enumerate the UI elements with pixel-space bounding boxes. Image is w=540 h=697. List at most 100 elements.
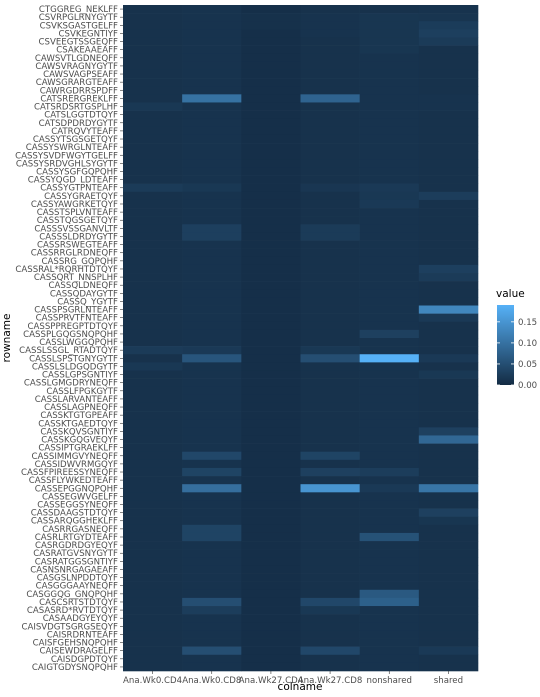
heatmap-cell [241,638,301,647]
heatmap-cell [182,321,242,331]
heatmap-cell [123,589,183,599]
y-tick-label: CASSPPREGPTDTQYF [28,322,119,332]
heatmap-cell [300,224,360,233]
heatmap-cell [359,21,420,30]
y-tick-label: CAISVDGTSGRGSEQYF [21,622,118,632]
heatmap-cell [300,362,360,371]
heatmap-cell [241,346,301,355]
heatmap-cell [359,606,420,615]
heatmap-cell [359,256,420,266]
y-tick-label: CASCSRTSTDTQYF [39,598,118,608]
heatmap-cell [418,541,479,550]
heatmap-cell [182,573,242,582]
heatmap-cell [123,492,183,501]
y-tick-label: CASSLFPGKGYTF [46,387,118,397]
y-tick-label: CATSDPDRDYGYTF [39,119,118,129]
heatmap-cell [418,183,479,193]
heatmap-cell [182,451,242,461]
heatmap-cell [418,110,479,120]
heatmap-cell [418,86,479,95]
heatmap-cell [182,662,242,672]
heatmap-cell [418,175,479,184]
heatmap-cell [418,248,479,258]
heatmap-cell [123,69,183,79]
heatmap-cell [241,500,301,509]
heatmap-cell [359,654,420,664]
heatmap-cell [123,13,183,22]
heatmap-cell [123,476,183,485]
y-tick-label: CATSRDSRTGSPLHF [34,103,118,113]
y-tick-label: CASSYQGD_LDTEAFF [28,176,118,186]
heatmap-cell [123,102,183,111]
heatmap-cell [418,346,479,355]
heatmap-cell [123,532,183,542]
heatmap-cell [300,346,360,355]
heatmap-cell [300,386,360,396]
heatmap-cell [123,126,183,136]
heatmap-cell [182,143,242,152]
heatmap-cell [123,451,183,461]
heatmap-cell [182,248,242,258]
heatmap-cell [300,532,360,542]
y-tick-label: CAWSVTLGDNEQFF [35,54,118,64]
heatmap-cell [418,37,479,46]
heatmap-cell [300,167,360,176]
heatmap-cell [418,94,479,103]
heatmap-cell [182,606,242,615]
heatmap-cell [300,646,360,656]
heatmap-cell [241,354,301,363]
heatmap-cell [300,484,360,493]
heatmap-cell [123,549,183,558]
heatmap-cell [359,492,420,501]
heatmap-cell [182,354,242,363]
heatmap-cell [123,484,183,493]
heatmap-cell [182,508,242,517]
heatmap-cell [241,402,301,412]
heatmap-cell [418,516,479,526]
heatmap-cell [300,29,360,38]
y-tick-label: CASNSNRGAGAEAFF [30,565,118,575]
y-tick-label: CASSKQVSGNTIYF [40,427,118,437]
heatmap-cell [300,402,360,412]
heatmap-cell [359,289,420,298]
y-tick-label: CASSRRGLRDNEQFF [31,249,118,259]
heatmap-cell [418,411,479,420]
heatmap-cell [182,134,242,144]
heatmap-cell [418,281,479,290]
heatmap-cell [123,191,183,201]
legend-colorbar [497,305,514,385]
heatmap-cell [241,394,301,404]
y-tick-label: CAISDGPDTQYF [51,655,118,665]
y-tick-label: CASSYGTPNTEAFF [40,184,118,194]
heatmap-cell [182,362,242,371]
heatmap-cell [241,281,301,290]
heatmap-cell [300,232,360,241]
heatmap-cell [123,386,183,396]
heatmap-cell [182,102,242,111]
heatmap-cell [300,329,360,339]
y-tick-label: CSAKEAAEAFF [56,46,118,56]
heatmap-cell [241,484,301,493]
heatmap-cell [182,110,242,120]
heatmap-cell [359,5,420,14]
heatmap-cell [123,338,183,347]
heatmap-cell [359,232,420,241]
heatmap-cell [123,151,183,160]
y-tick-label: CATRQVYTEAFF [51,127,118,137]
heatmap-cell [241,654,301,664]
y-tick-label: CASSKGQGVEQYF [41,436,118,446]
heatmap-cell [123,313,183,323]
heatmap-cell [182,484,242,493]
y-tick-label: CAISFGEHSNQPQHF [33,639,118,649]
heatmap-cell [300,557,360,566]
heatmap-cell [418,467,479,477]
y-tick-label: CASSARQGGHEKLFF [31,517,118,527]
heatmap-cell [300,622,360,631]
heatmap-cell [418,524,479,534]
heatmap-cell [182,118,242,128]
y-tick-label: CAWSVRAGNYGYTF [35,62,118,72]
heatmap-cell [418,191,479,201]
heatmap-cell [182,492,242,501]
heatmap-cell [241,264,301,274]
heatmap-cell [300,13,360,22]
